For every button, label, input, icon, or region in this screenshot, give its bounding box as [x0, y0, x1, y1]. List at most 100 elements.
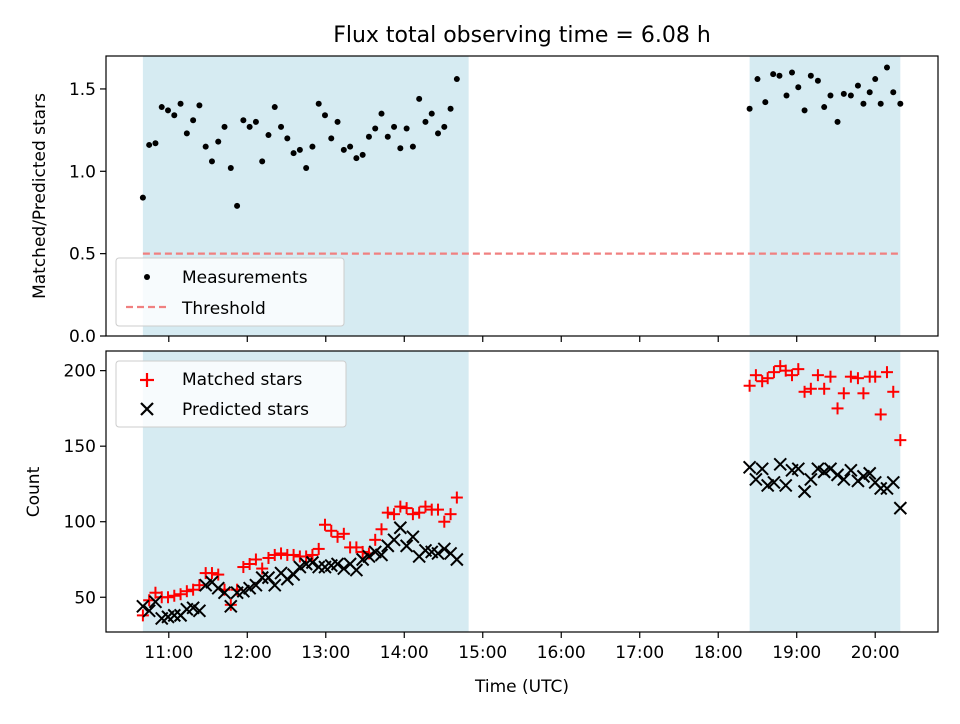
- x-tick-label: 15:00: [458, 643, 507, 663]
- x-tick-label: 14:00: [380, 643, 429, 663]
- measurement-point: [227, 165, 234, 171]
- measurement-point: [847, 92, 854, 99]
- measurement-point: [762, 99, 769, 106]
- predicted-stars-point: [450, 552, 464, 567]
- predicted-stars-point: [742, 460, 757, 475]
- matched-stars-point: [444, 508, 457, 521]
- measurement-point: [246, 123, 253, 130]
- predicted-stars-point: [349, 563, 364, 577]
- matched-stars-point: [432, 503, 445, 516]
- predicted-stars-point: [337, 561, 351, 576]
- measurement-point: [840, 90, 847, 97]
- matched-stars-point: [168, 589, 181, 602]
- top-legend: Measurements Threshold: [115, 257, 345, 327]
- measurement-point: [152, 140, 159, 147]
- x-axis-label: Time (UTC): [474, 677, 569, 697]
- measurement-point: [240, 117, 247, 124]
- matched-stars-point: [356, 545, 369, 558]
- matched-stars-point: [369, 533, 382, 546]
- matched-stars-point: [874, 408, 887, 421]
- measurement-point: [271, 104, 278, 111]
- measurement-point: [296, 146, 303, 153]
- predicted-stars-point: [330, 557, 345, 571]
- matched-stars-point: [180, 585, 193, 598]
- measurement-point: [359, 151, 366, 158]
- matched-stars-point: [318, 518, 331, 531]
- measurement-point: [754, 76, 761, 83]
- legend-matched-marker: [140, 373, 154, 387]
- measurement-point: [795, 84, 802, 91]
- matched-stars-point: [162, 591, 175, 604]
- predicted-stars-point: [749, 472, 763, 487]
- matched-stars-point: [811, 369, 824, 382]
- measurement-point: [196, 102, 203, 109]
- predicted-stars-point: [755, 462, 769, 476]
- measurement-point: [783, 92, 790, 99]
- matched-stars-point: [275, 547, 288, 560]
- measurement-point: [416, 95, 423, 102]
- predicted-stars-point: [167, 608, 181, 623]
- matched-stars-point: [243, 558, 256, 571]
- measurement-point: [177, 100, 184, 107]
- predicted-stars-point: [399, 539, 414, 553]
- predicted-stars-point: [148, 595, 163, 609]
- measurement-point: [165, 107, 172, 114]
- predicted-stars-point: [837, 472, 851, 487]
- matched-stars-point: [375, 523, 388, 536]
- measurement-point: [321, 112, 328, 119]
- predicted-stars-point: [830, 468, 845, 482]
- matched-stars-point: [413, 506, 426, 519]
- measurement-point: [860, 100, 867, 107]
- matched-stars-point: [851, 372, 864, 385]
- predicted-stars-point: [804, 472, 818, 487]
- predicted-stars-point: [362, 549, 376, 564]
- measurement-point: [883, 64, 890, 71]
- measurement-point: [854, 82, 861, 89]
- measurement-point: [353, 155, 360, 162]
- matched-stars-point: [831, 402, 844, 415]
- matched-stars-point: [887, 385, 900, 398]
- measurement-point: [309, 143, 316, 150]
- matched-stars-point: [792, 363, 805, 376]
- legend-predicted-marker: [140, 402, 154, 416]
- predicted-stars-point: [280, 572, 295, 586]
- predicted-stars-point: [779, 478, 793, 493]
- measurement-point: [384, 133, 391, 140]
- matched-stars-point: [824, 370, 837, 383]
- matched-stars-point: [818, 382, 831, 395]
- measurement-point: [146, 141, 153, 148]
- matched-stars-point: [224, 598, 237, 611]
- legend-measurements-marker: [144, 274, 150, 280]
- matched-stars-point: [869, 370, 882, 383]
- matched-stars-point: [174, 588, 187, 601]
- measurement-point: [409, 143, 416, 150]
- measurement-point: [215, 138, 222, 145]
- y-tick-label: 1.0: [69, 162, 96, 182]
- x-tick-label: 20:00: [851, 643, 900, 663]
- x-tick-label: 12:00: [223, 643, 272, 663]
- predicted-stars-point: [192, 604, 207, 618]
- measurement-point: [827, 92, 834, 99]
- measurement-point: [278, 123, 285, 130]
- measurement-point: [378, 110, 385, 117]
- legend-measurements-label: Measurements: [182, 268, 308, 288]
- predicted-stars-point: [873, 481, 888, 496]
- predicted-stars-point: [431, 546, 445, 561]
- predicted-stars-point: [773, 457, 787, 472]
- count-panel: 11:00 12:00 13:00 14:00 15:00 16:00 17:00 18:00…: [24, 350, 939, 697]
- x-tick-label: 19:00: [772, 643, 821, 663]
- matched-stars-point: [450, 491, 463, 504]
- measurement-point: [897, 100, 904, 107]
- matched-stars-point: [381, 506, 394, 519]
- bottom-legend: Matched stars Predicted stars: [115, 360, 347, 428]
- matched-stars-point: [312, 542, 325, 555]
- x-tick-label: 17:00: [615, 643, 664, 663]
- matched-stars-point: [388, 508, 401, 521]
- measurement-point: [428, 110, 435, 117]
- measurement-point: [365, 133, 372, 140]
- measurement-point: [453, 76, 460, 83]
- matched-stars-point: [193, 579, 206, 592]
- observing-window-shade: [749, 56, 901, 336]
- x-tick-label: 16:00: [537, 643, 586, 663]
- matched-stars-point: [325, 524, 338, 537]
